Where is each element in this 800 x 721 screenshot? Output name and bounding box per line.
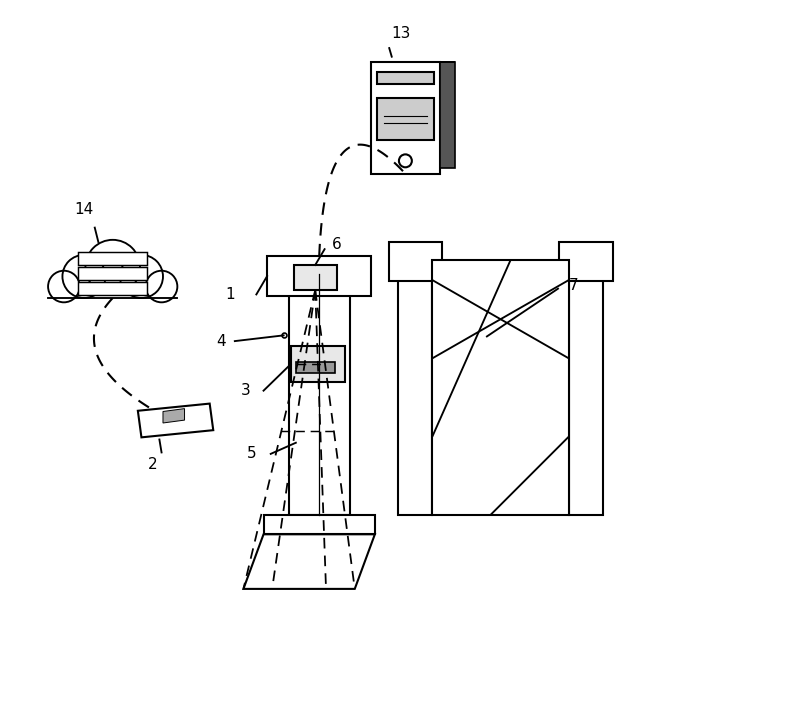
Bar bbox=[289, 274, 350, 515]
Circle shape bbox=[48, 270, 80, 302]
Bar bbox=[267, 257, 371, 296]
Bar bbox=[78, 267, 147, 280]
Circle shape bbox=[120, 255, 163, 298]
Bar bbox=[291, 346, 345, 382]
Text: 4: 4 bbox=[217, 334, 226, 349]
Bar bbox=[294, 265, 337, 290]
Bar bbox=[389, 242, 442, 281]
Text: 5: 5 bbox=[246, 446, 256, 461]
Bar bbox=[569, 260, 603, 515]
Polygon shape bbox=[48, 283, 178, 298]
Circle shape bbox=[146, 270, 178, 302]
Bar bbox=[559, 242, 613, 281]
Bar bbox=[377, 98, 434, 141]
Bar bbox=[439, 63, 455, 168]
Text: 7: 7 bbox=[569, 278, 578, 293]
Circle shape bbox=[62, 255, 106, 298]
Polygon shape bbox=[243, 534, 375, 589]
Bar bbox=[263, 515, 375, 534]
Bar bbox=[371, 63, 439, 174]
Polygon shape bbox=[163, 409, 185, 423]
Bar bbox=[296, 362, 335, 373]
Text: 6: 6 bbox=[332, 236, 342, 252]
Text: 14: 14 bbox=[74, 202, 94, 217]
Text: 3: 3 bbox=[241, 383, 250, 398]
Text: 13: 13 bbox=[392, 26, 411, 41]
Bar bbox=[78, 282, 147, 295]
Bar bbox=[432, 260, 569, 515]
Bar bbox=[398, 260, 432, 515]
Text: 1: 1 bbox=[225, 287, 235, 302]
Text: 2: 2 bbox=[147, 457, 157, 472]
Bar bbox=[78, 252, 147, 265]
Bar bbox=[377, 73, 434, 84]
Circle shape bbox=[86, 240, 140, 294]
Polygon shape bbox=[138, 404, 214, 438]
